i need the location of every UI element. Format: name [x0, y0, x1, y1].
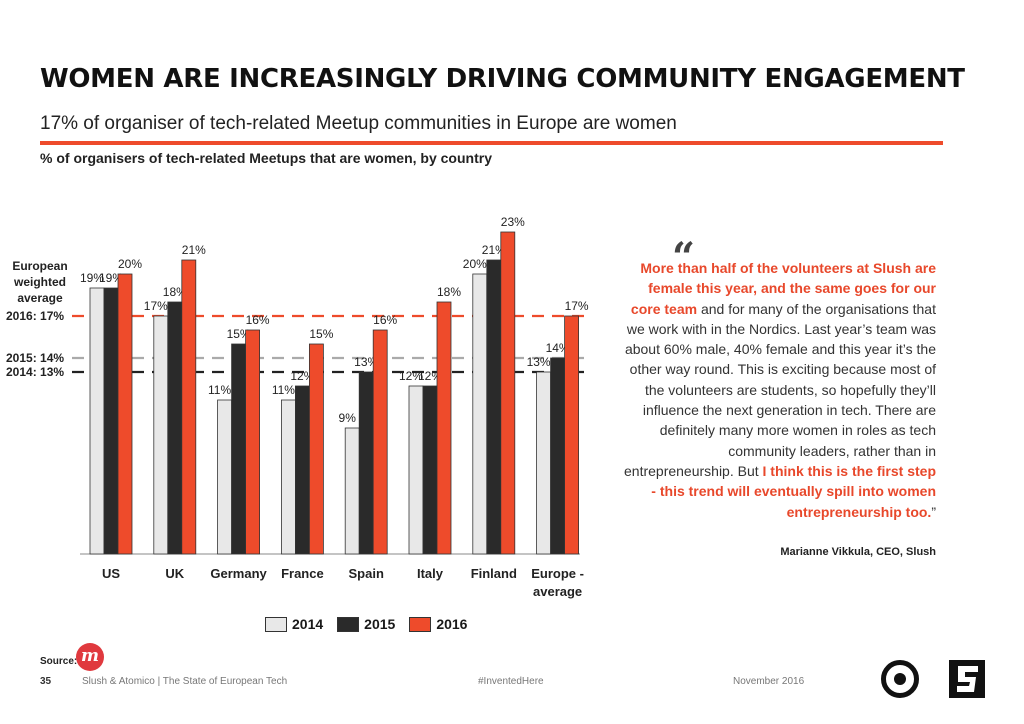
category-label: average	[533, 584, 582, 599]
hashtag: #InventedHere	[478, 676, 544, 687]
bar	[103, 287, 119, 555]
legend-label-2016: 2016	[436, 616, 468, 632]
category-label: Finland	[471, 566, 517, 581]
bar	[436, 301, 452, 555]
bar	[408, 385, 424, 555]
category-label: France	[281, 566, 324, 581]
bar	[181, 259, 197, 555]
page-subtitle: 17% of organiser of tech-related Meetup …	[40, 113, 677, 134]
bar	[472, 273, 488, 555]
bar	[245, 329, 261, 555]
data-label: 16%	[373, 313, 397, 327]
data-label: 13%	[527, 355, 551, 369]
reference-heading-line: weighted	[13, 275, 66, 289]
data-label: 12%	[418, 369, 442, 383]
quote-attribution: Marianne Vikkula, CEO, Slush	[780, 546, 936, 558]
category-label: Europe -	[531, 566, 584, 581]
quote-body: and for many of the organisations that w…	[624, 300, 936, 479]
category-label: Italy	[417, 566, 444, 581]
reference-heading-line: European	[12, 259, 68, 273]
reference-heading-line: average	[17, 291, 63, 305]
legend-item-2016: 2016	[409, 616, 467, 632]
page-number: 35	[40, 676, 52, 687]
data-label: 13%	[354, 355, 378, 369]
data-label: 12%	[290, 369, 314, 383]
data-label: 16%	[246, 313, 270, 327]
page-title: WOMEN ARE INCREASINGLY DRIVING COMMUNITY…	[40, 64, 965, 94]
bar	[89, 287, 105, 555]
bar	[550, 357, 565, 555]
data-label: 19%	[99, 271, 123, 285]
bar	[280, 399, 296, 555]
quote-text: More than half of the volunteers at Slus…	[618, 258, 936, 522]
data-label: 18%	[163, 285, 187, 299]
publication-date: November 2016	[733, 676, 805, 687]
bar	[167, 301, 183, 555]
quote-highlight: I think this is the first step - this tr…	[651, 462, 936, 520]
reference-label: 2016: 17%	[6, 309, 64, 323]
publication-name: Slush & Atomico | The State of European …	[82, 676, 288, 687]
data-label: 17%	[144, 299, 168, 313]
bar	[564, 315, 579, 555]
bar	[117, 273, 133, 555]
chart-legend: 2014 2015 2016	[265, 616, 467, 632]
legend-label-2014: 2014	[292, 616, 324, 632]
slush-logo	[949, 660, 985, 698]
title-divider	[40, 141, 943, 145]
quote-close: ”	[931, 503, 936, 520]
reference-label: 2014: 13%	[6, 365, 64, 379]
legend-swatch-2015	[337, 616, 360, 632]
data-label: 11%	[208, 383, 231, 397]
data-label: 18%	[437, 285, 461, 299]
data-label: 23%	[501, 215, 525, 229]
chart-title: % of organisers of tech-related Meetups …	[40, 150, 492, 166]
source-label: Source:	[40, 656, 78, 667]
quote-mark-icon: “	[672, 234, 696, 281]
reference-heading: European weighted average	[10, 258, 70, 306]
category-label: Spain	[348, 566, 383, 581]
atomico-logo	[881, 660, 919, 698]
category-label: Germany	[210, 566, 267, 581]
bar	[308, 343, 324, 555]
legend-label-2015: 2015	[364, 616, 396, 632]
legend-item-2015: 2015	[337, 616, 395, 632]
category-label: UK	[165, 566, 184, 581]
data-label: 20%	[463, 257, 487, 271]
bar	[217, 399, 233, 555]
legend-item-2014: 2014	[265, 616, 323, 632]
bar	[294, 385, 310, 555]
data-label: 19%	[80, 271, 104, 285]
bar	[153, 315, 169, 555]
bar	[422, 385, 438, 555]
category-label: US	[102, 566, 120, 581]
bar	[500, 231, 516, 555]
bar	[358, 371, 374, 555]
bar	[344, 427, 360, 555]
legend-swatch-2016	[409, 616, 432, 632]
data-label: 15%	[227, 327, 251, 341]
bar	[486, 259, 502, 555]
bar	[372, 329, 388, 555]
data-label: 20%	[118, 257, 142, 271]
bar	[231, 343, 247, 555]
data-label: 15%	[309, 327, 333, 341]
data-label: 11%	[272, 383, 295, 397]
reference-label: 2015: 14%	[6, 351, 64, 365]
data-label: 12%	[399, 369, 423, 383]
data-label: 21%	[182, 243, 206, 257]
data-label: 14%	[546, 341, 570, 355]
bar	[536, 371, 551, 555]
meetup-logo: m	[76, 643, 104, 671]
data-label: 17%	[565, 299, 589, 313]
data-label: 21%	[482, 243, 506, 257]
quote-highlight: More than half of the volunteers at Slus…	[630, 260, 936, 317]
data-label: 9%	[339, 411, 357, 425]
legend-swatch-2014	[265, 616, 287, 632]
